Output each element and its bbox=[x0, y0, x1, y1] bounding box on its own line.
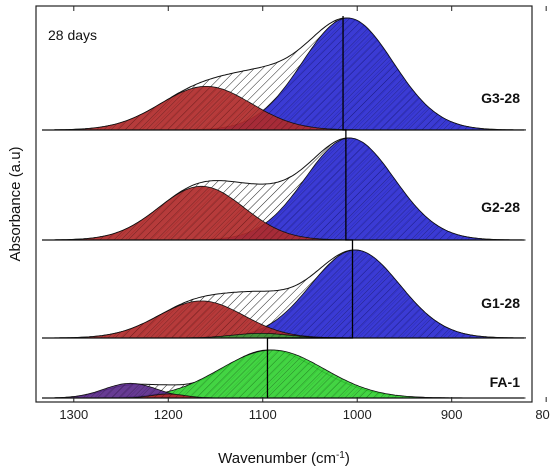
component-hatch-fa-1-0 bbox=[54, 350, 526, 398]
panels-layer bbox=[42, 17, 526, 399]
overlay-layer: G3-28 G2-28 G1-28 FA-1 bbox=[266, 16, 521, 398]
x-tick-label-1200: 1200 bbox=[154, 407, 183, 422]
panel-g3-28 bbox=[42, 17, 526, 131]
x-axis-ticks: 1300 1200 1100 1000 900 800 bbox=[59, 6, 550, 422]
x-tick-label-900: 900 bbox=[441, 407, 463, 422]
x-tick-label-800: 800 bbox=[535, 407, 550, 422]
panel-label-g2-28: G2-28 bbox=[481, 199, 520, 215]
component-hatch-g1-28-0 bbox=[54, 250, 526, 338]
component-hatch-g1-28-2 bbox=[54, 333, 526, 338]
peak-shift-line bbox=[266, 16, 354, 398]
panel-g1-28 bbox=[42, 249, 526, 339]
x-axis-title: Wavenumber (cm-1) bbox=[218, 450, 350, 468]
panel-label-fa-1: FA-1 bbox=[490, 374, 521, 390]
x-axis-title-end: ) bbox=[345, 450, 350, 467]
plot-frame bbox=[35, 5, 533, 403]
panel-label-g3-28: G3-28 bbox=[481, 90, 520, 106]
annotation-28-days: 28 days bbox=[48, 27, 97, 43]
component-hatch-g1-28-1 bbox=[54, 301, 526, 338]
component-hatch-g3-28-1 bbox=[54, 86, 526, 130]
x-axis-title-main: Wavenumber (cm bbox=[218, 450, 336, 467]
component-hatch-g2-28-1 bbox=[54, 186, 526, 240]
panel-g2-28 bbox=[42, 137, 526, 241]
x-tick-label-1100: 1100 bbox=[249, 407, 277, 422]
y-axis-title: Absorbance (a.u) bbox=[7, 146, 24, 261]
x-tick-label-1300: 1300 bbox=[59, 407, 88, 422]
component-hatch-g3-28-0 bbox=[54, 18, 526, 130]
component-hatch-g2-28-0 bbox=[54, 138, 526, 240]
x-tick-label-1000: 1000 bbox=[343, 407, 372, 422]
panel-label-g1-28: G1-28 bbox=[481, 295, 520, 311]
component-hatch-fa-1-2 bbox=[54, 394, 526, 398]
x-axis-title-sup: -1 bbox=[336, 450, 345, 461]
panel-fa-1 bbox=[42, 349, 526, 399]
